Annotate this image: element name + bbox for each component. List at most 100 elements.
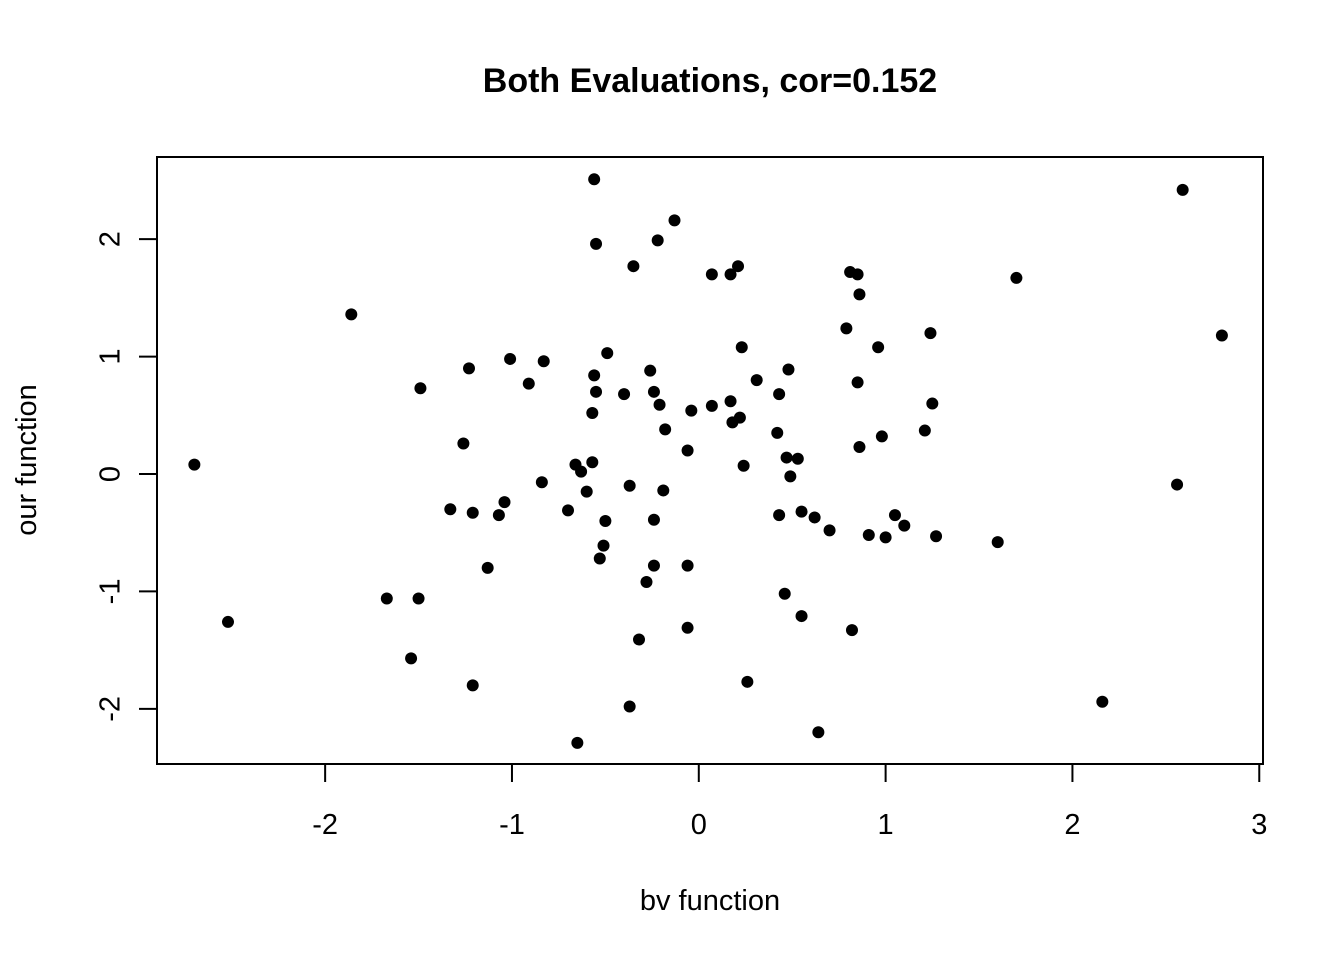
x-tick-label: 3 bbox=[1251, 809, 1267, 841]
y-axis-label: our function bbox=[11, 384, 43, 536]
scatter-point bbox=[853, 440, 866, 453]
scatter-point bbox=[651, 234, 664, 247]
scatter-point bbox=[590, 385, 603, 398]
y-axis: -2 -1 0 1 2 bbox=[95, 231, 158, 722]
scatter-point bbox=[853, 288, 866, 301]
scatter-point bbox=[588, 173, 601, 186]
scatter-point bbox=[647, 385, 660, 398]
scatter-point bbox=[823, 524, 836, 537]
scatter-point bbox=[623, 479, 636, 492]
scatter-point bbox=[705, 268, 718, 281]
scatter-point bbox=[535, 476, 548, 489]
scatter-point bbox=[926, 397, 939, 410]
scatter-point bbox=[773, 388, 786, 401]
scatter-point bbox=[586, 406, 599, 419]
scatter-point bbox=[590, 237, 603, 250]
scatter-point bbox=[808, 511, 821, 524]
scatter-point bbox=[221, 615, 234, 628]
scatter-point bbox=[782, 363, 795, 376]
scatter-point bbox=[462, 362, 475, 375]
scatter-point bbox=[618, 388, 631, 401]
scatter-point bbox=[681, 444, 694, 457]
y-tick-label: 2 bbox=[95, 231, 127, 247]
y-tick-label: -2 bbox=[95, 696, 127, 722]
scatter-point bbox=[586, 456, 599, 469]
scatter-point bbox=[627, 260, 640, 273]
scatter-point bbox=[724, 395, 737, 408]
scatter-point bbox=[888, 509, 901, 522]
y-tick-label: 0 bbox=[95, 466, 127, 482]
scatter-point bbox=[1176, 183, 1189, 196]
scatter-point bbox=[580, 485, 593, 498]
scatter-point bbox=[771, 426, 784, 439]
x-tick-label: 2 bbox=[1064, 809, 1080, 841]
scatter-point bbox=[872, 341, 885, 354]
y-tick-label: 1 bbox=[95, 349, 127, 365]
scatter-point bbox=[812, 726, 825, 739]
scatter-point bbox=[750, 374, 763, 387]
scatter-point bbox=[705, 399, 718, 412]
scatter-point bbox=[188, 458, 201, 471]
x-tick-label: 1 bbox=[878, 809, 894, 841]
scatter-point bbox=[345, 308, 358, 321]
chart-title: Both Evaluations, cor=0.152 bbox=[483, 62, 937, 100]
scatter-point bbox=[791, 452, 804, 465]
scatter-point bbox=[657, 484, 670, 497]
scatter-point bbox=[685, 404, 698, 417]
scatter-point bbox=[593, 552, 606, 565]
scatter-point bbox=[640, 576, 653, 589]
scatter-point bbox=[1010, 271, 1023, 284]
scatter-point bbox=[681, 621, 694, 634]
scatter-point bbox=[588, 369, 601, 382]
scatter-point bbox=[647, 513, 660, 526]
scatter-point bbox=[732, 260, 745, 273]
scatter-point bbox=[498, 496, 511, 509]
scatter-point bbox=[414, 382, 427, 395]
scatter-point bbox=[851, 268, 864, 281]
scatter-point bbox=[562, 504, 575, 517]
scatter-point bbox=[601, 347, 614, 360]
scatter-point bbox=[741, 675, 754, 688]
scatter-point bbox=[644, 364, 657, 377]
scatter-point bbox=[724, 268, 737, 281]
scatter-point bbox=[862, 529, 875, 542]
scatter-point bbox=[633, 633, 646, 646]
scatter-point bbox=[778, 587, 791, 600]
scatter-point bbox=[444, 503, 457, 516]
scatter-point bbox=[647, 559, 660, 572]
scatter-point bbox=[466, 679, 479, 692]
scatter-point bbox=[571, 736, 584, 749]
scatter-point bbox=[898, 519, 911, 532]
scatter-point bbox=[623, 700, 636, 713]
scatter-point bbox=[380, 592, 393, 605]
scatter-point bbox=[780, 451, 793, 464]
y-tick-label: -1 bbox=[95, 579, 127, 605]
scatter-point bbox=[668, 214, 681, 227]
scatter-point bbox=[681, 559, 694, 572]
scatter-point bbox=[795, 505, 808, 518]
scatter-point bbox=[504, 352, 517, 365]
scatter-point bbox=[492, 509, 505, 522]
scatter-point bbox=[875, 430, 888, 443]
data-points bbox=[188, 173, 1228, 749]
scatter-point bbox=[412, 592, 425, 605]
scatter-point bbox=[991, 536, 1004, 549]
scatter-point bbox=[851, 376, 864, 389]
scatter-point bbox=[784, 470, 797, 483]
scatter-point bbox=[795, 610, 808, 623]
x-tick-label: 0 bbox=[691, 809, 707, 841]
scatter-point bbox=[653, 398, 666, 411]
scatter-point bbox=[522, 377, 535, 390]
scatter-point bbox=[466, 506, 479, 519]
scatter-point bbox=[1215, 329, 1228, 342]
scatter-point bbox=[845, 624, 858, 637]
scatter-point bbox=[773, 509, 786, 522]
plot-area-border bbox=[156, 156, 1264, 765]
scatter-point bbox=[599, 514, 612, 527]
scatter-point bbox=[537, 355, 550, 368]
scatter-point bbox=[659, 423, 672, 436]
scatter-point bbox=[481, 561, 494, 574]
scatter-point bbox=[597, 539, 610, 552]
scatter-point bbox=[879, 531, 892, 544]
